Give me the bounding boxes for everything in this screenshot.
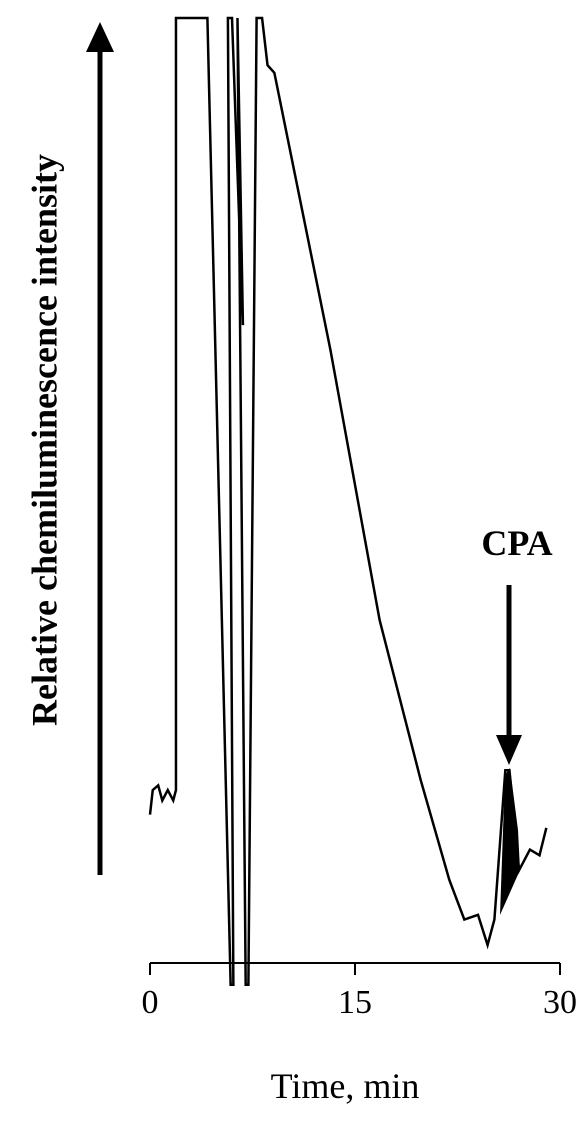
annotation-arrow-head: [496, 735, 522, 765]
annotation: CPA: [481, 523, 552, 563]
y-arrow-head: [86, 22, 114, 52]
x-axis-label: Time, min: [271, 1066, 420, 1106]
x-tick-label: 0: [142, 984, 159, 1021]
y-axis-label: Relative chemiluminescence intensity: [24, 154, 64, 726]
x-tick-label: 15: [338, 984, 372, 1021]
shaded-peak: [500, 768, 520, 915]
trace-line: [148, 16, 548, 986]
x-tick-label: 30: [543, 984, 577, 1021]
